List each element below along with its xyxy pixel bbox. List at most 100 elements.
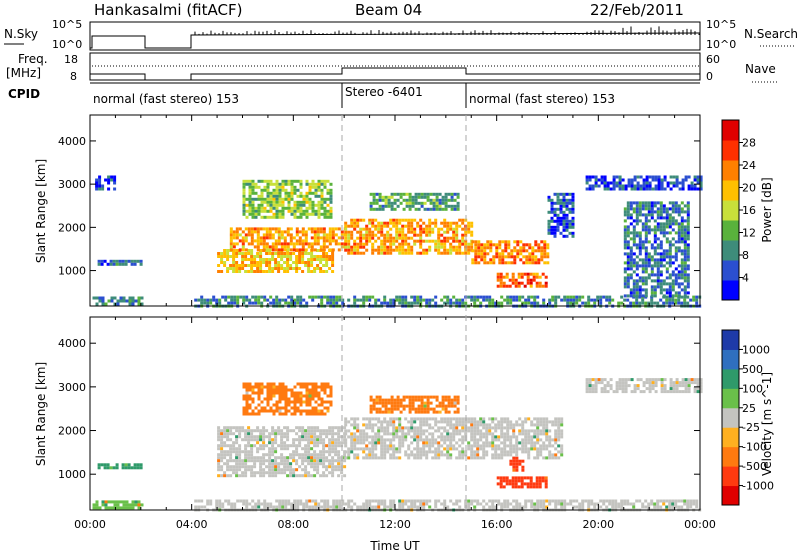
power-cell [289,252,292,255]
velocity-cell [292,456,295,459]
power-cell [669,219,672,222]
velocity-cell [347,447,350,450]
power-cell [569,299,572,302]
velocity-cell [386,426,389,429]
power-cell [601,182,604,185]
power-cell [663,216,666,219]
power-cell [519,258,522,261]
power-cell [512,282,515,285]
power-cell [254,239,257,242]
velocity-cell [602,503,605,506]
power-cell [255,192,258,195]
power-cell [480,243,483,246]
velocity-cell [491,438,494,441]
power-cell [270,183,273,186]
velocity-cell [233,506,236,509]
power-cell [235,252,238,255]
power-cell [657,237,660,240]
power-cell [664,179,667,182]
velocity-cell [379,402,382,405]
velocity-cell [271,438,274,441]
velocity-cell [400,411,403,414]
velocity-cell [509,420,512,423]
power-cell [404,296,407,299]
velocity-cell [246,395,249,398]
power-cell [678,294,681,297]
power-cell [633,258,636,261]
power-cell [401,228,404,231]
power-cell [626,299,629,302]
velocity-cell [548,438,551,441]
velocity-cell [503,438,506,441]
power-cell [506,299,509,302]
velocity-cell [239,500,242,503]
power-cell [566,223,569,226]
velocity-cell [518,506,521,509]
power-cell [669,294,672,297]
power-cell [260,242,263,245]
velocity-cell [256,438,259,441]
power-cell [251,230,254,233]
power-cell [524,285,527,288]
velocity-cell [521,447,524,450]
power-cell [534,249,537,252]
velocity-cell [386,447,389,450]
power-cell [636,282,639,285]
power-cell [593,299,596,302]
velocity-cell [410,420,413,423]
power-cell [129,297,132,300]
velocity-cell [374,456,377,459]
power-cell [554,299,557,302]
power-cell [273,216,276,219]
power-cell [344,222,347,225]
power-cell [252,201,255,204]
velocity-cell [322,465,325,468]
power-cell [648,213,651,216]
velocity-cell [500,447,503,450]
velocity-cell [515,438,518,441]
velocity-cell [332,500,335,503]
velocity-cell [254,503,257,506]
power-cell [642,240,645,243]
velocity-cell [322,474,325,477]
velocity-cell [359,447,362,450]
velocity-cell [443,429,446,432]
velocity-cell [434,450,437,453]
power-cell [327,204,330,207]
velocity-cell [530,435,533,438]
velocity-cell [273,392,276,395]
power-cell [437,237,440,240]
power-cell [293,236,296,239]
power-cell [407,252,410,255]
power-cell [521,296,524,299]
velocity-cell [247,429,250,432]
power-cell [374,228,377,231]
velocity-cell [449,444,452,447]
power-cell [477,261,480,264]
power-cell [663,225,666,228]
velocity-cell [397,396,400,399]
velocity-cell [431,435,434,438]
power-cell [101,260,104,263]
power-cell [383,240,386,243]
velocity-cell [96,500,99,503]
velocity-cell [671,500,674,503]
velocity-cell [292,474,295,477]
power-cell [266,236,269,239]
velocity-cell [689,503,692,506]
velocity-cell [334,447,337,450]
velocity-cell [246,392,249,395]
velocity-cell [446,417,449,420]
velocity-cell [515,444,518,447]
velocity-cell [539,423,542,426]
cpid-segment-3: normal (fast stereo) 153 [469,92,615,106]
power-cell [418,193,421,196]
power-cell [404,249,407,252]
velocity-cell [353,438,356,441]
power-cell [314,248,317,251]
velocity-cell [503,506,506,509]
power-cell [223,261,226,264]
power-cell [306,210,309,213]
power-cell [391,205,394,208]
velocity-cell [330,392,333,395]
